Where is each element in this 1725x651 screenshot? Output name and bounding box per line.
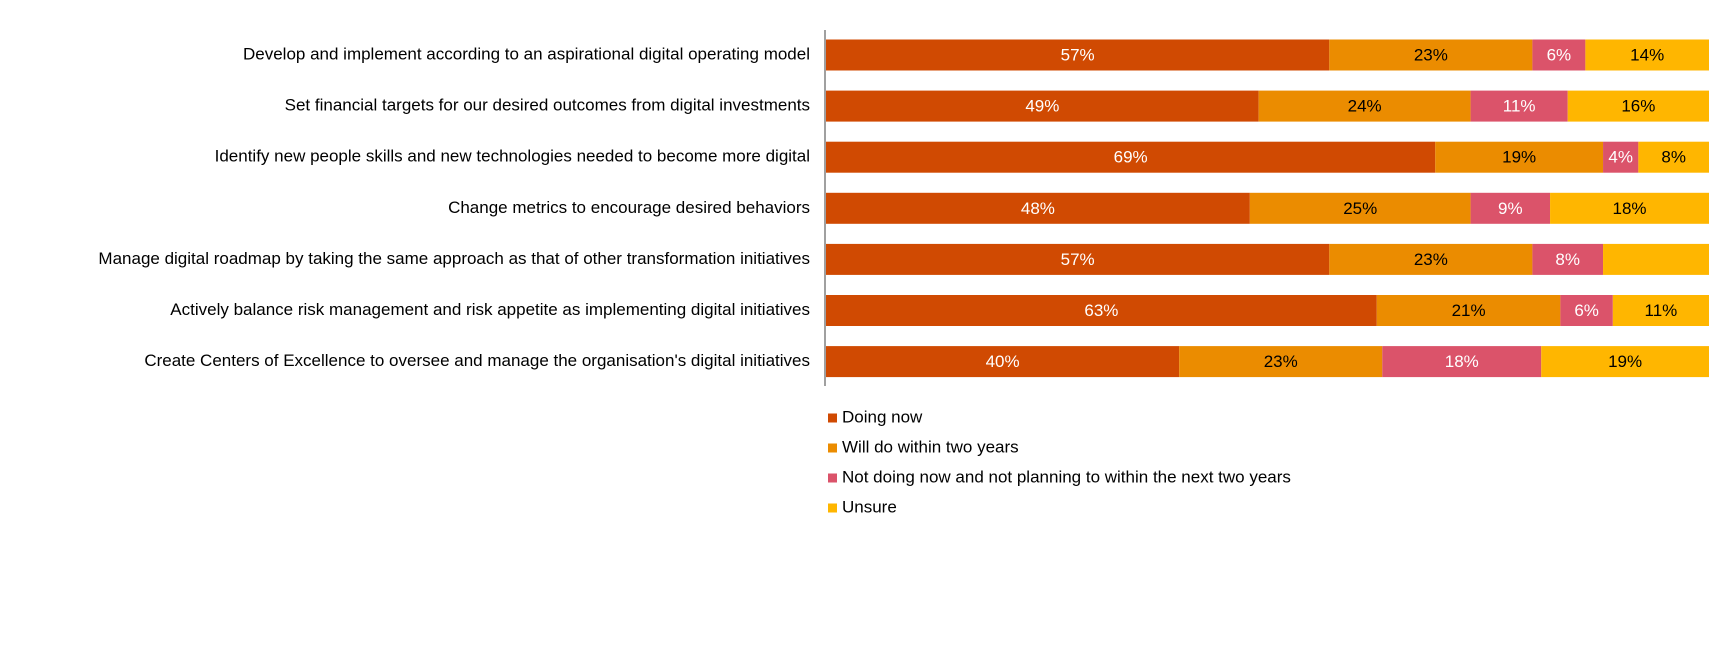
bar-segment — [1541, 346, 1709, 378]
data-label: 4% — [1608, 148, 1633, 167]
bar-segment — [1638, 141, 1709, 173]
bar-segment — [826, 243, 1330, 275]
data-label: 57% — [1061, 45, 1095, 64]
bar-segment — [1550, 192, 1709, 224]
bar-segment — [826, 90, 1259, 122]
bar-segment — [826, 39, 1330, 71]
bar-segment — [1258, 90, 1471, 122]
data-label: 9% — [1498, 199, 1523, 218]
data-label: 23% — [1414, 250, 1448, 269]
bar-segment — [1532, 39, 1586, 71]
data-label: 63% — [1084, 301, 1118, 320]
data-label: 18% — [1445, 352, 1479, 371]
y-tick-label: Create Centers of Excellence to oversee … — [144, 351, 810, 370]
data-label: 18% — [1613, 199, 1647, 218]
bar-segment — [1603, 141, 1639, 173]
bar-segment — [1249, 192, 1471, 224]
data-label: 57% — [1061, 250, 1095, 269]
bar-segment — [826, 295, 1377, 326]
legend-swatch — [828, 413, 837, 423]
y-tick-label: Change metrics to encourage desired beha… — [448, 198, 810, 217]
bar-segment — [1612, 295, 1709, 326]
bar-segment — [1435, 141, 1604, 173]
data-label: 23% — [1264, 352, 1298, 371]
data-label: 6% — [1547, 45, 1572, 64]
data-label: 8% — [1555, 250, 1580, 269]
legend-label: Doing now — [842, 407, 923, 426]
bar-segment — [1603, 243, 1709, 275]
bar-segment — [1329, 39, 1533, 71]
data-label: 11% — [1645, 301, 1678, 320]
data-label: 69% — [1114, 148, 1148, 167]
bar-segment — [1382, 346, 1542, 378]
legend-swatch — [828, 503, 837, 513]
bar-segment — [826, 192, 1250, 224]
legend-label: Will do within two years — [842, 437, 1019, 456]
data-label: 40% — [986, 352, 1020, 371]
y-tick-label: Develop and implement according to an as… — [243, 44, 810, 63]
bar-segment — [1329, 243, 1533, 275]
legend-label: Not doing now and not planning to within… — [842, 467, 1291, 486]
legend-label: Unsure — [842, 497, 897, 516]
data-label: 8% — [1661, 148, 1686, 167]
data-label: 6% — [1574, 301, 1599, 320]
legend-swatch — [828, 473, 837, 483]
data-label: 23% — [1414, 45, 1448, 64]
data-label: 49% — [1025, 97, 1059, 116]
data-label: 19% — [1608, 352, 1642, 371]
bar-segment — [1585, 39, 1709, 71]
data-label: 14% — [1630, 45, 1664, 64]
legend-swatch — [828, 443, 837, 453]
bar-segment — [1470, 90, 1568, 122]
bar-segment — [1376, 295, 1561, 326]
data-label: 11% — [1503, 97, 1536, 116]
data-label: 25% — [1343, 199, 1377, 218]
data-label: 21% — [1452, 301, 1486, 320]
bar-segment — [1567, 90, 1709, 122]
y-tick-label: Identify new people skills and new techn… — [215, 147, 810, 166]
bar-segment — [826, 346, 1180, 378]
y-tick-label: Set financial targets for our desired ou… — [285, 96, 810, 115]
bar-segment — [1179, 346, 1383, 378]
bar-segment — [826, 141, 1436, 173]
y-tick-label: Actively balance risk management and ris… — [170, 300, 810, 319]
bar-segment — [1470, 192, 1551, 224]
bar-segment — [1560, 295, 1613, 326]
data-label: 16% — [1621, 97, 1655, 116]
bar-segment — [1532, 243, 1604, 275]
data-label: 24% — [1348, 97, 1382, 116]
data-label: 19% — [1502, 148, 1536, 167]
data-label: 48% — [1021, 199, 1055, 218]
y-tick-label: Manage digital roadmap by taking the sam… — [98, 249, 810, 268]
